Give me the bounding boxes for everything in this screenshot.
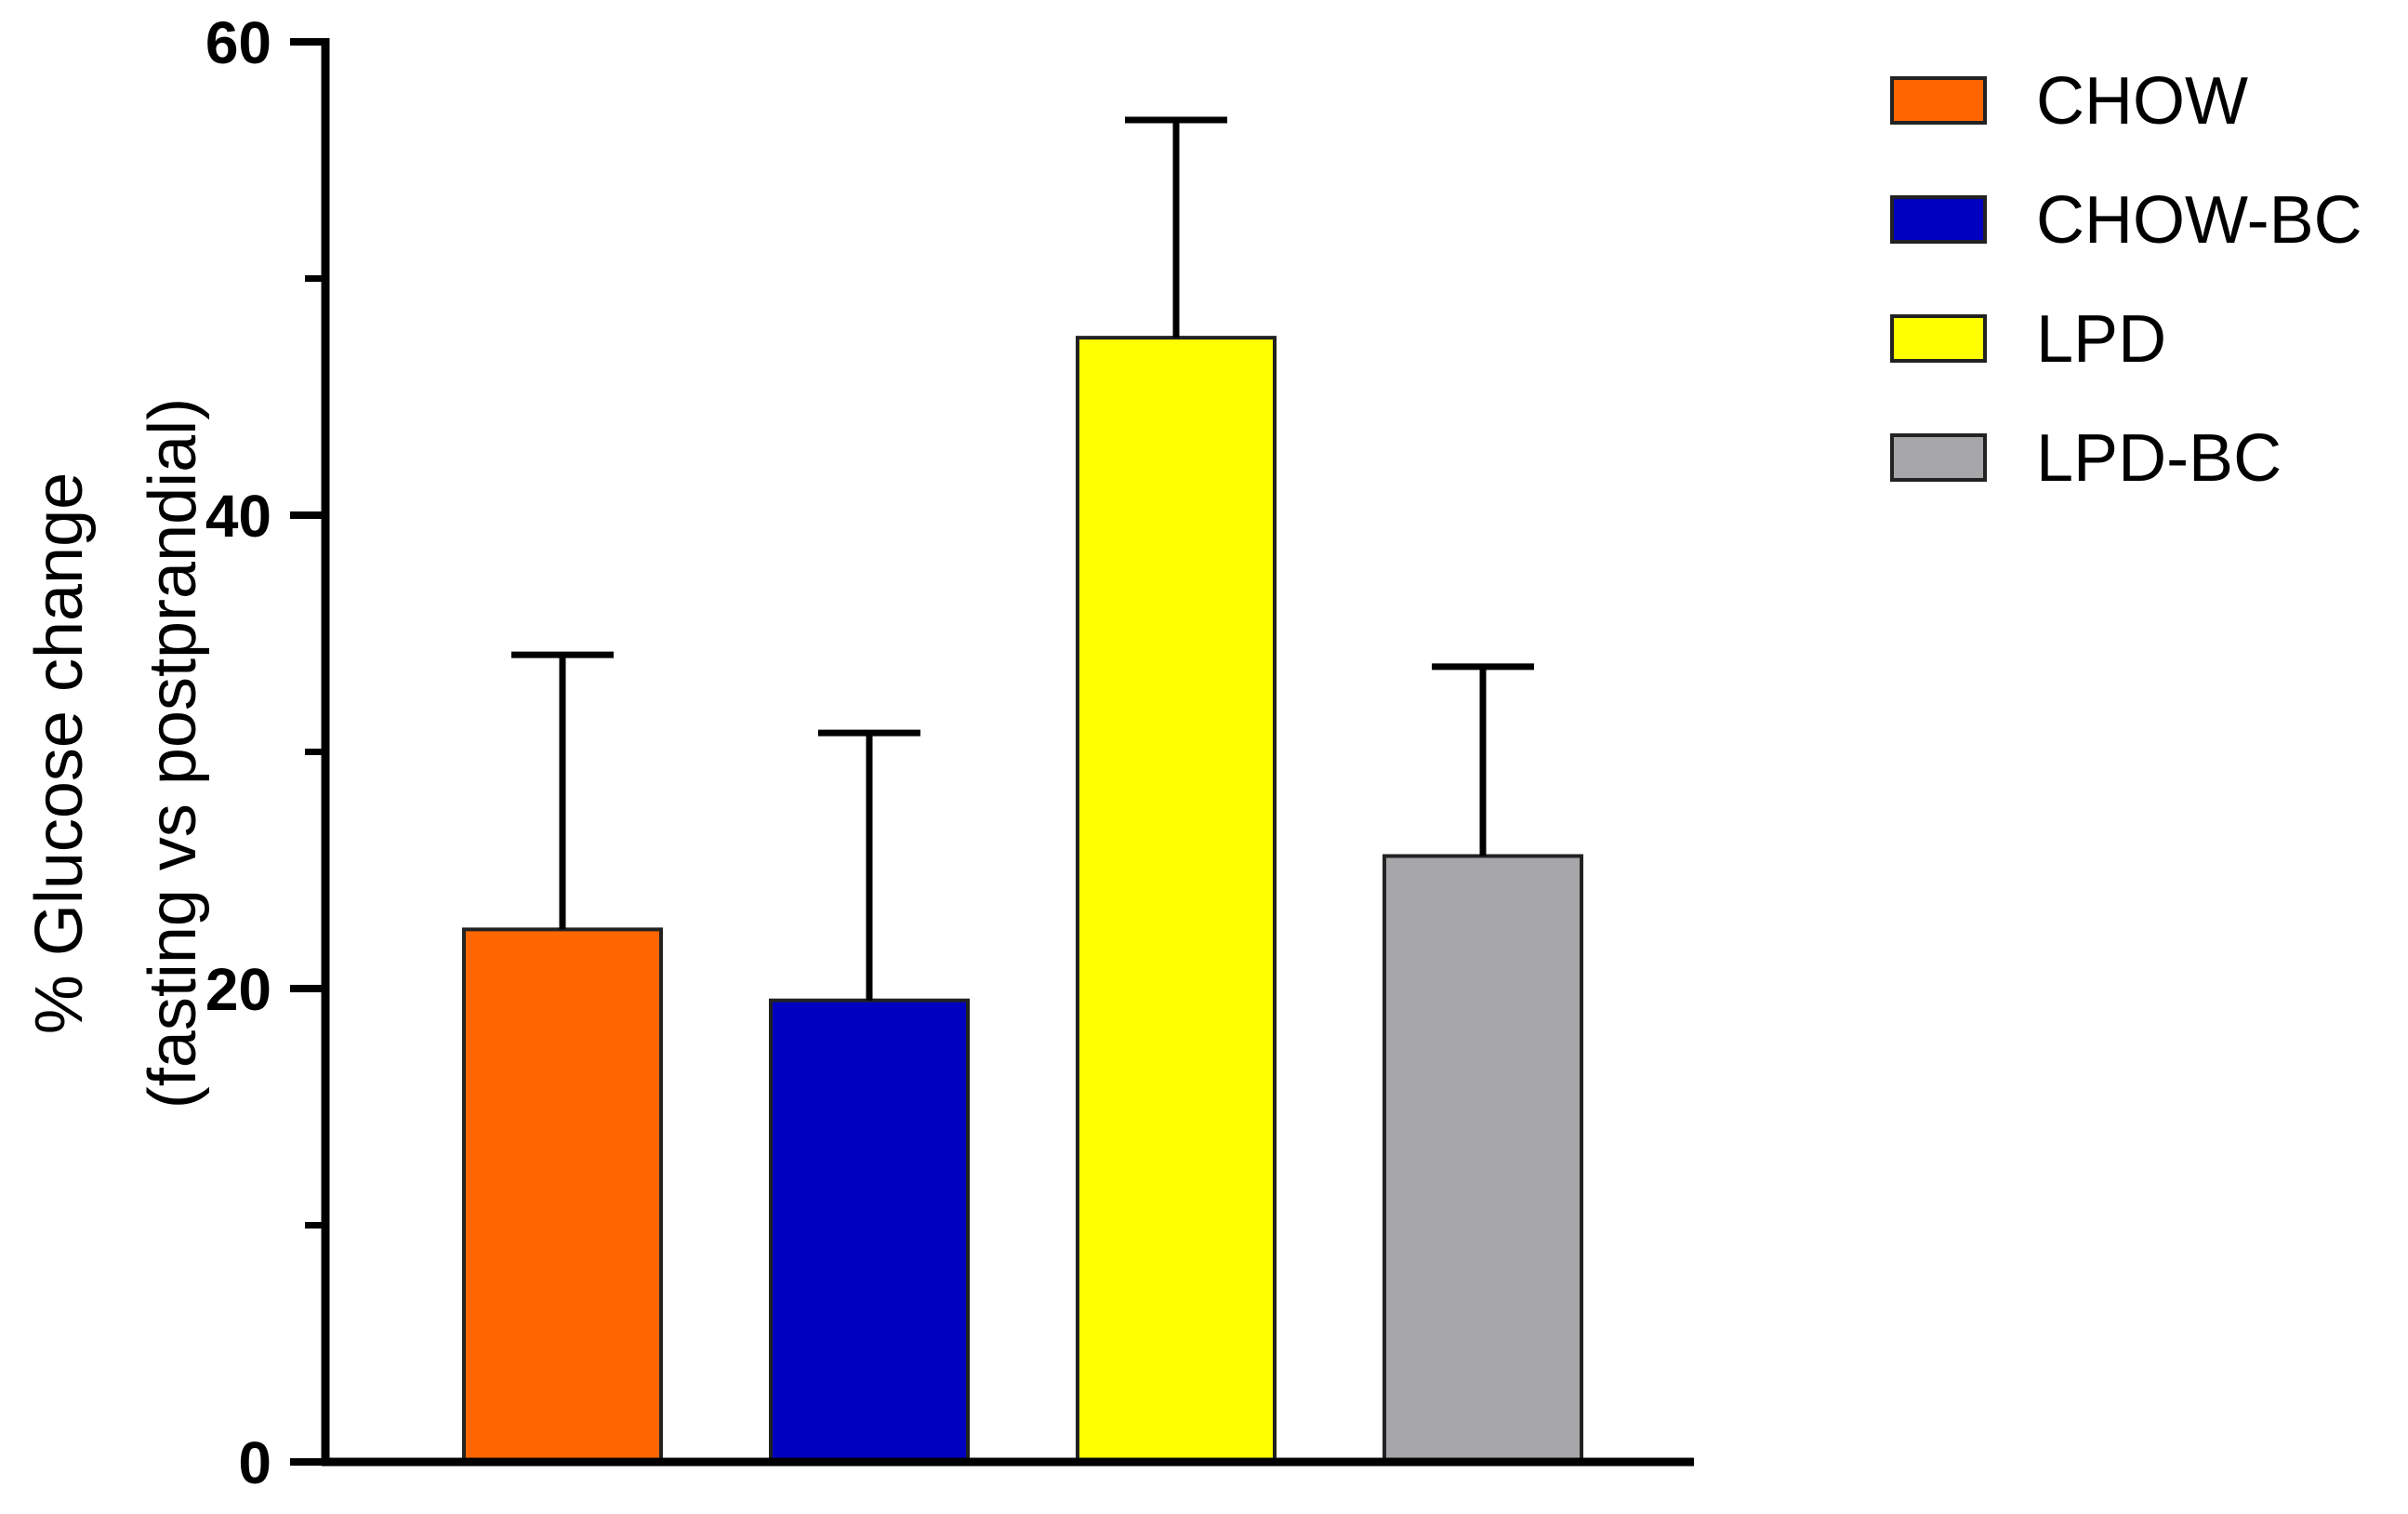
y-tick-label: 0 [238,1429,271,1496]
y-tick-label: 40 [205,483,271,550]
bar [462,927,663,1464]
legend-label: LPD-BC [2036,421,2282,496]
bar [1076,336,1277,1464]
bars [462,116,1583,1464]
bar [1383,854,1583,1464]
y-axis-ticks: 0 20 40 60 [205,9,325,1496]
bar [769,998,970,1464]
legend-label: CHOW [2036,64,2248,139]
legend-swatch [1890,195,1987,244]
legend-swatch [1890,76,1987,125]
y-axis-title-line2: (fasting vs postprandial) [136,398,210,1109]
y-tick-label: 20 [205,956,271,1023]
axes [321,38,1694,1467]
legend-label: LPD [2036,302,2166,377]
y-tick-label: 60 [205,9,271,76]
legend: CHOW CHOW-BC LPD LPD-BC [1890,64,2362,496]
legend-label: CHOW-BC [2036,183,2362,258]
y-axis-title-line1: % Glucose change [22,472,97,1034]
y-axis-title: % Glucose change (fasting vs postprandia… [22,398,210,1109]
legend-swatch [1890,433,1987,482]
legend-swatch [1890,314,1987,363]
